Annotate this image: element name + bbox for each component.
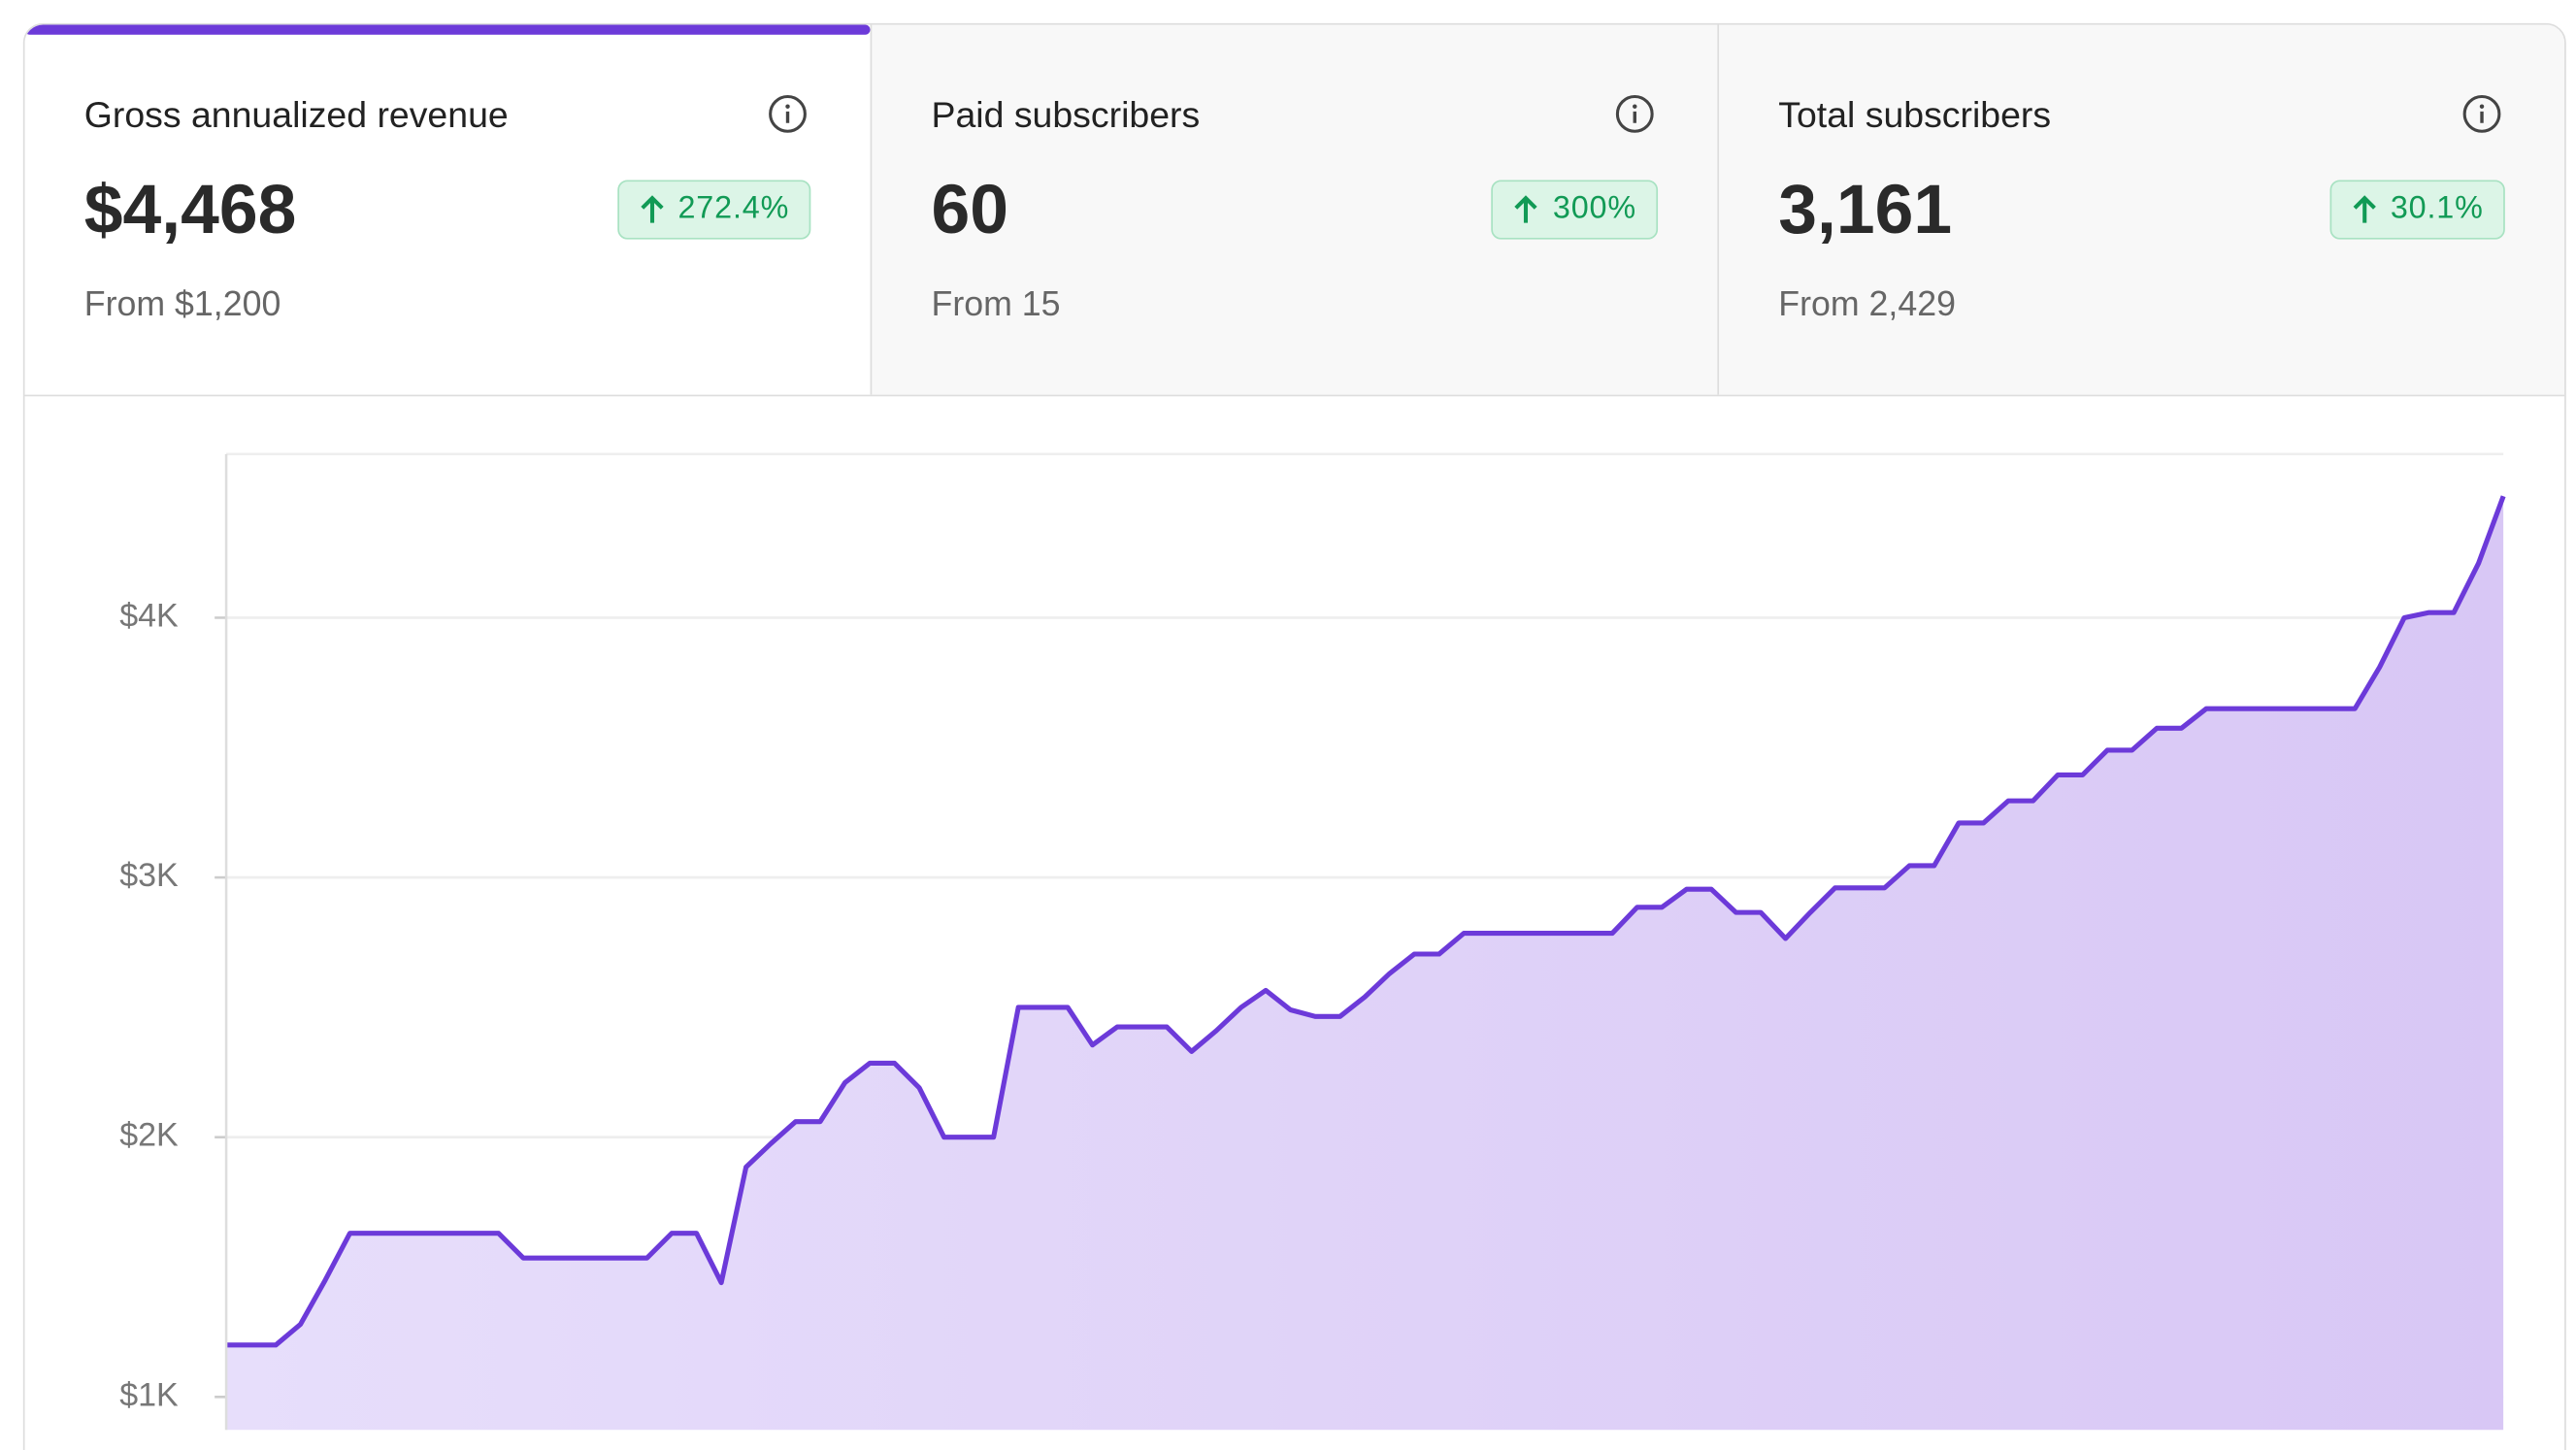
change-value: 272.4% <box>677 191 790 227</box>
y-tick-label: $1K <box>119 1376 179 1413</box>
stat-label: Total subscribers <box>1778 93 2052 136</box>
stat-value: $4,468 <box>83 170 297 248</box>
y-tick-label: $4K <box>119 597 179 634</box>
stat-from: From 2,429 <box>1778 285 1956 324</box>
change-badge: 300% <box>1491 180 1659 240</box>
area <box>226 496 2504 1431</box>
change-value: 30.1% <box>2390 191 2484 227</box>
info-icon[interactable] <box>768 94 808 134</box>
stat-card[interactable]: Paid subscribers 60 From 15 300% <box>870 24 1718 395</box>
stat-card[interactable]: Total subscribers 3,161 From 2,429 30.1% <box>1717 24 2565 395</box>
change-badge: 272.4% <box>616 180 811 240</box>
stat-card[interactable]: Gross annualized revenue $4,468 From $1,20… <box>24 24 871 395</box>
stat-from: From 15 <box>931 285 1061 324</box>
stat-value: 3,161 <box>1778 170 1953 248</box>
stat-cards: Gross annualized revenue $4,468 From $1,20… <box>24 24 2565 397</box>
stat-label: Gross annualized revenue <box>83 93 509 136</box>
info-icon[interactable] <box>1615 94 1655 134</box>
y-tick-label: $2K <box>119 1117 179 1154</box>
stat-label: Paid subscribers <box>931 93 1201 136</box>
change-badge: 30.1% <box>2328 180 2505 240</box>
info-icon[interactable] <box>2462 94 2502 134</box>
stat-from: From $1,200 <box>83 285 281 324</box>
stat-value: 60 <box>931 170 1009 248</box>
change-value: 300% <box>1552 191 1636 227</box>
line <box>226 495 2506 1348</box>
y-tick-label: $3K <box>119 857 179 894</box>
